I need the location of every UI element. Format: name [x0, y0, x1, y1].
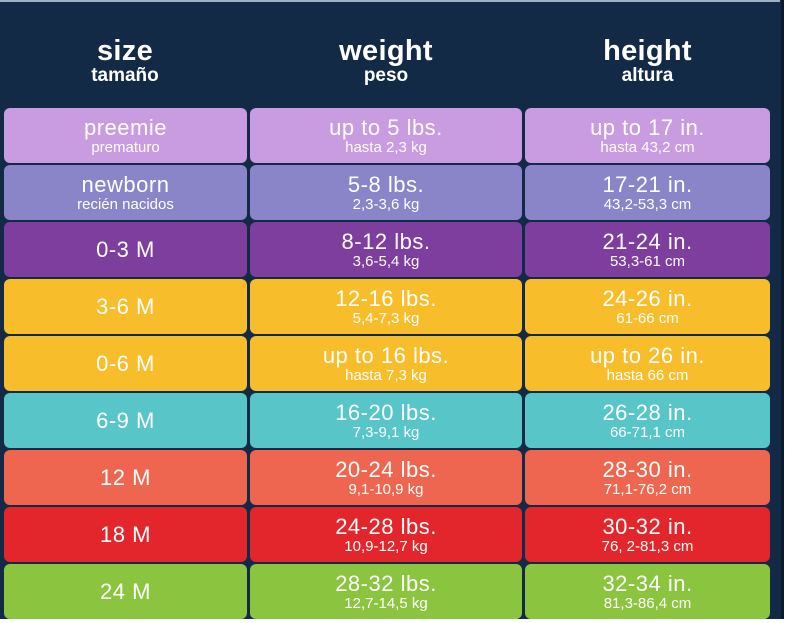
size-label: 0-3 M: [96, 236, 155, 262]
table-row: 3-6 M 12-16 lbs. 5,4-7,3 kg 24-26 in. 61-66 …: [4, 279, 770, 334]
weight-cell: 24-28 lbs. 10,9-12,7 kg: [250, 507, 522, 562]
weight-metric: 7,3-9,1 kg: [352, 423, 420, 441]
weight-imperial: 28-32 lbs.: [335, 570, 437, 596]
size-label-es: prematuro: [91, 138, 160, 156]
header-height-label-es: altura: [621, 65, 674, 86]
size-label: 12 M: [100, 464, 151, 490]
table-row: 12 M 20-24 lbs. 9,1-10,9 kg 28-30 in. 71,1-7…: [4, 450, 770, 505]
weight-imperial: up to 5 lbs.: [329, 114, 443, 140]
header-weight: weight peso: [250, 36, 522, 86]
weight-cell: up to 16 lbs. hasta 7,3 kg: [250, 336, 522, 391]
weight-metric: 10,9-12,7 kg: [344, 537, 428, 555]
weight-cell: 5-8 lbs. 2,3-3,6 kg: [250, 165, 522, 220]
height-cell: 32-34 in. 81,3-86,4 cm: [525, 564, 770, 619]
weight-cell: 8-12 lbs. 3,6-5,4 kg: [250, 222, 522, 277]
size-label: 24 M: [100, 578, 151, 604]
size-label: 0-6 M: [96, 350, 155, 376]
height-cell: 24-26 in. 61-66 cm: [525, 279, 770, 334]
weight-cell: 16-20 lbs. 7,3-9,1 kg: [250, 393, 522, 448]
weight-metric: 2,3-3,6 kg: [352, 195, 420, 213]
height-cell: 28-30 in. 71,1-76,2 cm: [525, 450, 770, 505]
height-cell: up to 26 in. hasta 66 cm: [525, 336, 770, 391]
header-size-label-es: tamaño: [91, 65, 159, 86]
header-size: size tamaño: [10, 36, 240, 86]
weight-metric: 12,7-14,5 kg: [344, 594, 428, 612]
height-imperial: 26-28 in.: [602, 399, 693, 425]
height-imperial: 32-34 in.: [602, 570, 693, 596]
top-divider: [0, 0, 780, 2]
height-cell: 21-24 in. 53,3-61 cm: [525, 222, 770, 277]
height-metric: 43,2-53,3 cm: [603, 195, 692, 213]
size-label: 3-6 M: [96, 293, 155, 319]
table-row: newborn recién nacidos 5-8 lbs. 2,3-3,6 kg 1…: [4, 165, 770, 220]
weight-metric: 3,6-5,4 kg: [352, 252, 420, 270]
height-metric: 81,3-86,4 cm: [603, 594, 692, 612]
weight-metric: hasta 7,3 kg: [345, 366, 427, 384]
weight-imperial: 16-20 lbs.: [335, 399, 437, 425]
size-label: 18 M: [100, 521, 151, 547]
height-metric: 61-66 cm: [616, 309, 679, 327]
size-cell: 0-3 M: [4, 222, 247, 277]
height-imperial: 28-30 in.: [602, 456, 693, 482]
size-label-es: recién nacidos: [77, 195, 174, 213]
height-metric: hasta 66 cm: [606, 366, 689, 384]
table-row: 24 M 28-32 lbs. 12,7-14,5 kg 32-34 in. 81,3-…: [4, 564, 770, 619]
height-metric: 76, 2-81,3 cm: [601, 537, 694, 555]
height-metric: hasta 43,2 cm: [600, 138, 695, 156]
size-label: 6-9 M: [96, 407, 155, 433]
weight-imperial: 8-12 lbs.: [341, 228, 431, 254]
height-metric: 71,1-76,2 cm: [603, 480, 692, 498]
weight-imperial: 20-24 lbs.: [335, 456, 437, 482]
weight-cell: up to 5 lbs. hasta 2,3 kg: [250, 108, 522, 163]
weight-metric: hasta 2,3 kg: [345, 138, 427, 156]
header-height: height altura: [525, 36, 770, 86]
weight-imperial: 5-8 lbs.: [347, 171, 425, 197]
size-label: preemie: [84, 114, 167, 140]
weight-cell: 20-24 lbs. 9,1-10,9 kg: [250, 450, 522, 505]
height-imperial: 30-32 in.: [602, 513, 693, 539]
header-size-label: size: [96, 35, 153, 67]
table-header: size tamaño weight peso height altura: [0, 36, 770, 96]
size-label: newborn: [81, 171, 170, 197]
size-cell: 18 M: [4, 507, 247, 562]
size-cell: newborn recién nacidos: [4, 165, 247, 220]
height-metric: 53,3-61 cm: [609, 252, 686, 270]
height-cell: 17-21 in. 43,2-53,3 cm: [525, 165, 770, 220]
weight-imperial: up to 16 lbs.: [322, 342, 450, 368]
size-cell: preemie prematuro: [4, 108, 247, 163]
table-row: 0-3 M 8-12 lbs. 3,6-5,4 kg 21-24 in. 53,3-61…: [4, 222, 770, 277]
height-imperial: 17-21 in.: [602, 171, 693, 197]
weight-cell: 12-16 lbs. 5,4-7,3 kg: [250, 279, 522, 334]
weight-metric: 9,1-10,9 kg: [348, 480, 424, 498]
weight-metric: 5,4-7,3 kg: [352, 309, 420, 327]
height-cell: 30-32 in. 76, 2-81,3 cm: [525, 507, 770, 562]
size-cell: 12 M: [4, 450, 247, 505]
height-imperial: 21-24 in.: [602, 228, 693, 254]
height-cell: up to 17 in. hasta 43,2 cm: [525, 108, 770, 163]
height-imperial: up to 17 in.: [590, 114, 705, 140]
weight-imperial: 24-28 lbs.: [335, 513, 437, 539]
table-row: 18 M 24-28 lbs. 10,9-12,7 kg 30-32 in. 76, 2…: [4, 507, 770, 562]
table-row: 6-9 M 16-20 lbs. 7,3-9,1 kg 26-28 in. 66-71,…: [4, 393, 770, 448]
size-cell: 6-9 M: [4, 393, 247, 448]
weight-imperial: 12-16 lbs.: [335, 285, 437, 311]
size-cell: 3-6 M: [4, 279, 247, 334]
header-weight-label-es: peso: [363, 65, 409, 86]
table-body: preemie prematuro up to 5 lbs. hasta 2,3 kg…: [4, 108, 770, 621]
size-cell: 0-6 M: [4, 336, 247, 391]
table-row: preemie prematuro up to 5 lbs. hasta 2,3 kg…: [4, 108, 770, 163]
size-cell: 24 M: [4, 564, 247, 619]
header-weight-label: weight: [339, 35, 433, 67]
height-imperial: 24-26 in.: [602, 285, 693, 311]
header-height-label: height: [603, 35, 692, 67]
height-metric: 66-71,1 cm: [609, 423, 686, 441]
height-cell: 26-28 in. 66-71,1 cm: [525, 393, 770, 448]
weight-cell: 28-32 lbs. 12,7-14,5 kg: [250, 564, 522, 619]
height-imperial: up to 26 in.: [590, 342, 705, 368]
